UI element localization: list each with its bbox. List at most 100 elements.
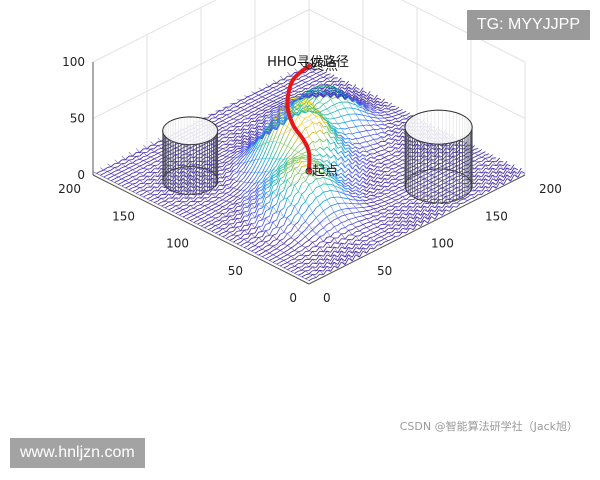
mesh-line (208, 185, 212, 188)
mesh-line (402, 196, 407, 200)
mesh-line (182, 181, 187, 186)
mesh-line (323, 71, 328, 74)
mesh-line (269, 119, 274, 125)
mesh-line (222, 127, 227, 131)
mesh-line (319, 204, 324, 211)
mesh-line (280, 176, 284, 180)
mesh-line (319, 219, 324, 224)
mesh-line (283, 179, 288, 191)
mesh-line (107, 178, 112, 181)
mesh-line (352, 132, 356, 135)
mesh-line (290, 184, 295, 186)
mesh-line (236, 139, 241, 142)
mesh-line (265, 179, 270, 183)
mesh-line (279, 240, 285, 245)
mesh-line (308, 101, 313, 106)
mesh-line (294, 270, 299, 274)
mesh-line (351, 177, 357, 183)
mesh-line (265, 158, 270, 166)
mesh-line (460, 202, 464, 204)
mesh-line (172, 211, 176, 214)
mesh-line (351, 168, 357, 174)
mesh-line (229, 157, 234, 162)
mesh-line (225, 150, 231, 155)
mesh-line (384, 142, 389, 147)
mesh-line (452, 191, 457, 194)
mesh-line (337, 122, 342, 125)
mesh-line (297, 183, 303, 193)
mesh-line (387, 164, 393, 169)
mesh-line (251, 159, 256, 162)
mesh-line (373, 149, 378, 153)
mesh-line (413, 174, 418, 178)
mesh-line (362, 232, 367, 237)
mesh-line (391, 206, 396, 211)
mesh-line (294, 168, 299, 174)
mesh-line (240, 128, 245, 135)
mesh-line (344, 185, 349, 187)
mesh-line (323, 241, 328, 243)
mesh-line (352, 222, 356, 225)
mesh-line (326, 269, 331, 272)
mesh-line (251, 177, 256, 183)
mesh-line (406, 213, 410, 216)
mesh-line (229, 106, 234, 111)
mesh-line (125, 178, 130, 181)
mesh-line (294, 155, 299, 158)
mesh-line (236, 194, 241, 198)
mesh-line (290, 263, 295, 267)
mesh-line (229, 234, 234, 237)
mesh-line (348, 208, 353, 214)
mesh-line (391, 163, 396, 166)
mesh-line (258, 193, 263, 196)
mesh-line (243, 182, 249, 187)
mesh-line (355, 216, 360, 218)
mesh-line (442, 185, 446, 189)
mesh-line (366, 244, 371, 250)
mesh-line (323, 254, 328, 261)
mesh-line (431, 212, 436, 216)
mesh-line (150, 171, 155, 177)
mesh-line (334, 122, 338, 125)
mesh-line (251, 245, 256, 248)
mesh-line (233, 122, 238, 127)
mesh-line (330, 141, 335, 145)
mesh-line (420, 155, 425, 161)
mesh-line (377, 136, 382, 140)
mesh-line (377, 232, 382, 235)
mesh-line (308, 270, 313, 275)
mesh-line (333, 265, 339, 269)
mesh-line (294, 212, 299, 217)
mesh-line (236, 132, 241, 138)
mesh-line (135, 187, 141, 191)
mesh-line (244, 171, 248, 173)
mesh-line (276, 79, 281, 84)
mesh-line (225, 147, 231, 152)
mesh-line (348, 120, 353, 122)
mesh-line (251, 96, 256, 100)
mesh-line (290, 204, 295, 206)
mesh-line (334, 217, 338, 221)
mesh-line (222, 162, 227, 167)
mesh-line (121, 155, 126, 161)
mesh-line (135, 176, 141, 180)
mesh-line (337, 156, 342, 161)
mesh-line (474, 168, 479, 174)
mesh-line (269, 100, 274, 104)
mesh-line (240, 102, 245, 105)
mesh-line (395, 143, 400, 146)
mesh-line (362, 227, 367, 230)
mesh-line (247, 95, 252, 98)
mesh-line (348, 138, 353, 145)
mesh-line (265, 256, 270, 260)
mesh-line (132, 182, 137, 185)
mesh-line (402, 224, 407, 230)
mesh-line (380, 238, 385, 242)
mesh-line (236, 226, 241, 232)
mesh-line (377, 204, 382, 207)
mesh-line (121, 166, 126, 169)
mesh-line (215, 227, 220, 230)
mesh-line (370, 236, 374, 238)
mesh-line (186, 218, 191, 221)
mesh-line (247, 233, 252, 239)
